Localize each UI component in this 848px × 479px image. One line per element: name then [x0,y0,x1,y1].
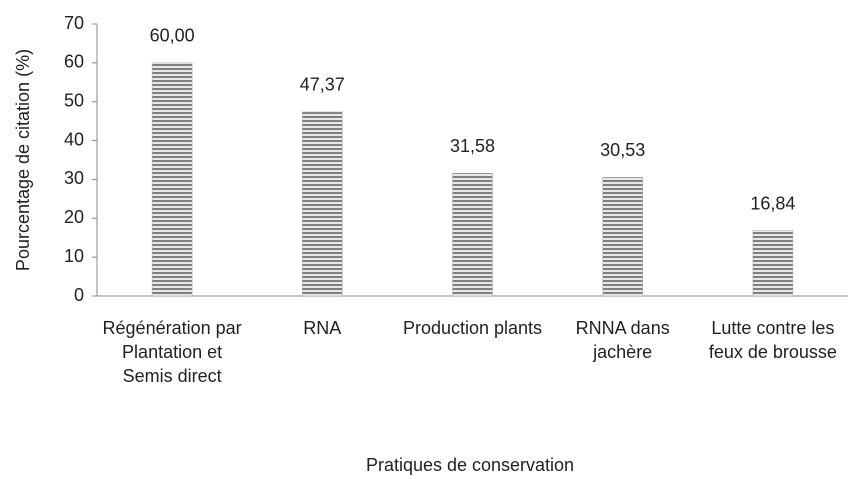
y-tick-label: 60 [64,52,84,72]
y-tick-label: 10 [64,246,84,266]
x-tick-label: RNA [303,318,342,338]
bar [151,62,193,297]
x-tick-label: Lutte contre les feux de brousse [708,318,837,362]
x-tick-label: Régénération par Plantation et Semis dir… [102,318,242,386]
bar [602,177,643,297]
y-axis-title: Pourcentage de citation (%) [13,49,33,271]
data-label: 60,00 [150,26,195,46]
y-tick-label: 40 [64,129,84,149]
bar [302,111,343,297]
y-tick-label: 50 [64,90,84,110]
y-tick-label: 0 [74,285,84,305]
x-tick-label: RNNA dans jachère [575,318,670,362]
x-tick-label: Production plants [402,318,543,338]
data-label: 31,58 [450,136,495,156]
x-axis-title: Pratiques de conservation [366,455,574,475]
y-tick-label: 70 [64,13,84,33]
bar [452,173,493,297]
y-tick-label: 30 [64,168,84,188]
bar [752,230,794,297]
data-label: 16,84 [750,193,795,213]
data-label: 47,37 [300,75,345,95]
y-tick-label: 20 [64,207,84,227]
data-label: 30,53 [600,140,645,160]
